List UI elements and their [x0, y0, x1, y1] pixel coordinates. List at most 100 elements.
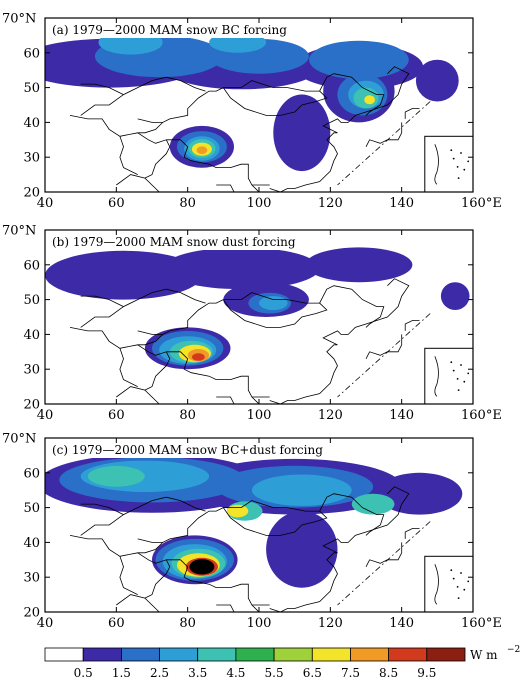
y-tick-label: 30	[23, 363, 40, 378]
panel-title-box	[48, 21, 316, 38]
colorbar-swatch	[197, 647, 237, 662]
boundary-line	[166, 351, 270, 398]
colorbar-label: 2.5	[150, 666, 169, 680]
y-tick-label: 40	[23, 536, 40, 551]
map-panels: (a) 1979—2000 MAM snow BC forcing 40 60 80 1…	[2, 12, 502, 632]
island-dot	[457, 177, 460, 180]
boundary-line	[80, 288, 206, 328]
boundary-line	[337, 101, 431, 186]
contour-region	[45, 250, 202, 300]
boundary-line	[137, 552, 171, 599]
y-tick-label: 60	[23, 258, 40, 273]
x-tick-label: 40	[37, 616, 54, 631]
x-tick-label: 120	[318, 196, 343, 211]
island-dot	[457, 597, 460, 599]
boundary-line	[404, 528, 420, 539]
y-tick-label: 50	[23, 501, 40, 516]
boundary-line	[80, 295, 124, 307]
contour-region	[87, 465, 145, 487]
x-tick-label: 100	[247, 408, 272, 423]
panel-title: (c) 1979—2000 MAM snow BC+dust forcing	[52, 443, 323, 457]
boundary-line	[137, 344, 171, 391]
boundary-line	[404, 108, 420, 119]
x-tick-label: 160°E	[461, 408, 502, 423]
boundary-line	[119, 348, 138, 387]
y-tick-label: 50	[23, 293, 40, 308]
colorbar-swatch	[426, 647, 466, 662]
colorbar-label: 9.5	[417, 666, 436, 680]
colorbar-swatch	[82, 647, 122, 662]
coastlines	[69, 66, 431, 192]
map-panel: (b) 1979—2000 MAM snow dust forcing 40 60 8…	[2, 224, 502, 424]
filled-contours	[45, 247, 470, 370]
contour-region	[415, 59, 459, 102]
contour-region	[196, 146, 208, 154]
island-dot	[456, 378, 459, 380]
island-dot	[460, 572, 462, 574]
y-tick-label: 20	[23, 186, 40, 201]
contour-region	[192, 353, 205, 361]
boundary-line	[216, 184, 235, 192]
colorbar-unit-exponent: −2	[507, 645, 520, 655]
colorbar-swatch	[311, 647, 351, 662]
boundary-line	[137, 330, 163, 335]
coastlines	[69, 278, 431, 404]
colorbar-label: 0.5	[74, 666, 93, 680]
boundary-line	[222, 87, 328, 116]
contour-region	[259, 296, 288, 311]
x-tick-label: 60	[108, 196, 125, 211]
boundary-line	[251, 184, 260, 192]
inset-map	[424, 347, 474, 405]
boundary-line	[269, 278, 410, 404]
island-dot	[452, 577, 455, 580]
panel-title-box	[48, 233, 316, 250]
island-dot	[450, 361, 453, 364]
x-tick-label: 60	[108, 616, 125, 631]
panel-title: (b) 1979—2000 MAM snow dust forcing	[52, 235, 296, 249]
inset-map	[424, 135, 474, 193]
boundary-line	[80, 503, 124, 515]
boundary-line	[404, 320, 420, 331]
y-tick-label: 70°N	[2, 224, 36, 239]
colorbar-label: 6.5	[303, 666, 322, 680]
colorbar-label: 4.5	[226, 666, 245, 680]
contour-region	[440, 282, 470, 310]
x-tick-label: 80	[179, 616, 196, 631]
island-dot	[467, 580, 470, 583]
island-dot	[452, 369, 455, 372]
colorbar-label: 8.5	[379, 666, 398, 680]
contour-region	[266, 511, 338, 588]
contour-region	[273, 94, 331, 172]
x-tick-label: 140	[389, 408, 414, 423]
x-tick-label: 40	[37, 408, 54, 423]
y-tick-label: 30	[23, 571, 40, 586]
boundary-line	[166, 139, 270, 186]
contour-region	[305, 247, 413, 283]
inset-map	[424, 555, 474, 613]
x-tick-label: 40	[37, 196, 54, 211]
island-dot	[450, 569, 453, 572]
colorbar-label: 7.5	[341, 666, 360, 680]
boundary-line	[269, 66, 410, 192]
island-dot	[456, 586, 459, 588]
x-tick-label: 120	[318, 616, 343, 631]
island-dot	[460, 152, 462, 154]
boundary-line	[116, 386, 160, 404]
colorbar-swatch	[235, 647, 275, 662]
boundary-line	[80, 496, 206, 536]
contour-region	[351, 493, 395, 515]
y-tick-label: 50	[23, 81, 40, 96]
island-dot	[450, 149, 453, 152]
x-tick-label: 120	[318, 408, 343, 423]
colorbar-swatch	[44, 647, 84, 662]
x-tick-label: 80	[179, 196, 196, 211]
island-dot	[463, 588, 466, 591]
boundary-line	[116, 594, 160, 612]
contour-region	[251, 474, 352, 506]
colorbar-swatch	[388, 647, 428, 662]
colorbar-label: 1.5	[112, 666, 131, 680]
y-tick-label: 70°N	[2, 12, 36, 27]
island-dot	[460, 364, 462, 366]
